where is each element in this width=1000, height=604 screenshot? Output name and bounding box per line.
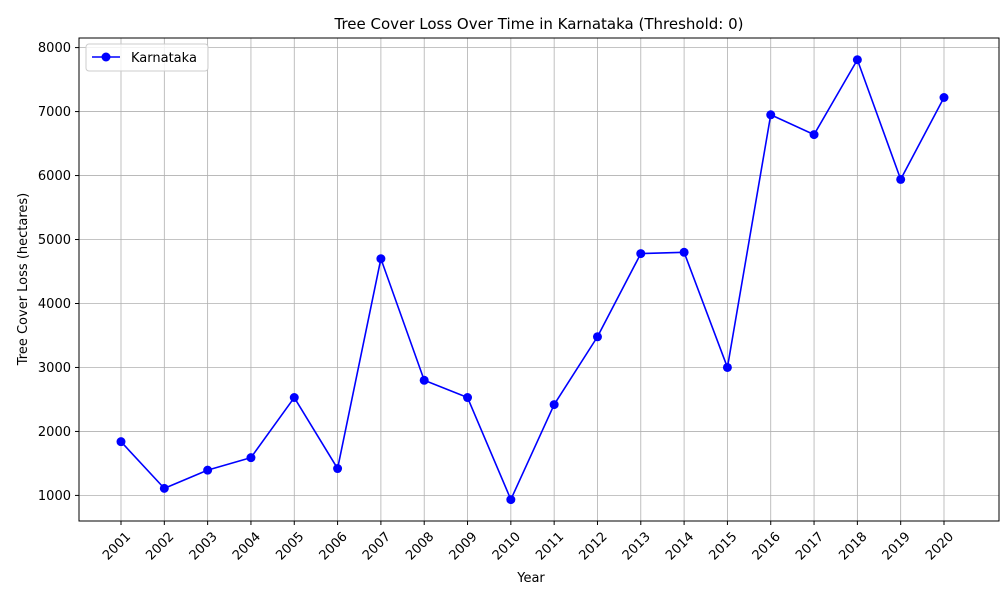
x-tick-label: 2019 (880, 529, 914, 563)
x-tick-label: 2012 (577, 529, 611, 563)
data-point (549, 400, 559, 410)
x-tick-label: 2001 (100, 529, 134, 563)
legend-marker-swatch (101, 52, 111, 62)
data-point (419, 375, 429, 385)
x-tick-label: 2013 (620, 529, 654, 563)
data-point (289, 393, 299, 403)
data-point (463, 393, 473, 403)
chart-title: Tree Cover Loss Over Time in Karnataka (… (334, 15, 744, 33)
data-point (159, 483, 169, 493)
data-point (939, 92, 949, 102)
x-tick-label: 2004 (230, 529, 264, 563)
legend-series-label: Karnataka (131, 51, 197, 66)
x-axis-ticks: 2001 2002 2003 2004 2005 2006 2007 2008 2009 2010… (100, 521, 957, 563)
x-tick-label: 2003 (187, 529, 221, 563)
x-tick-label: 2017 (793, 529, 827, 563)
x-tick-label: 2006 (317, 529, 351, 563)
x-tick-label: 2020 (923, 529, 957, 563)
x-tick-label: 2005 (273, 529, 307, 563)
data-series (116, 55, 949, 505)
data-point (809, 130, 819, 140)
y-tick-label: 7000 (38, 105, 71, 120)
data-point (679, 247, 689, 257)
y-tick-label: 6000 (38, 169, 71, 184)
x-tick-label: 2011 (533, 529, 567, 563)
x-tick-label: 2009 (447, 529, 481, 563)
y-tick-label: 8000 (38, 41, 71, 56)
y-tick-label: 5000 (38, 233, 71, 248)
data-point (246, 453, 256, 463)
grid-lines (79, 38, 999, 521)
x-tick-label: 2007 (360, 529, 394, 563)
y-axis-ticks: 1000 2000 3000 4000 5000 6000 7000 8000 (38, 41, 79, 504)
plot-area-frame (78, 37, 1000, 522)
data-point (203, 465, 213, 475)
data-point (852, 55, 862, 65)
data-point (506, 495, 516, 505)
legend-box (85, 43, 209, 72)
x-tick-label: 2016 (750, 529, 784, 563)
data-point (592, 332, 602, 342)
data-point (766, 110, 776, 120)
data-point (116, 437, 126, 447)
y-axis-label: Tree Cover Loss (hectares) (16, 193, 31, 367)
x-tick-label: 2015 (706, 529, 740, 563)
y-tick-label: 4000 (38, 297, 71, 312)
y-tick-label: 1000 (38, 489, 71, 504)
data-point (896, 174, 906, 184)
data-point (376, 254, 386, 264)
data-point (636, 249, 646, 259)
y-tick-label: 3000 (38, 361, 71, 376)
x-tick-label: 2010 (490, 529, 524, 563)
x-tick-label: 2014 (663, 529, 697, 563)
series-line (120, 58, 945, 501)
x-axis-label: Year (516, 571, 545, 586)
x-tick-label: 2008 (403, 529, 437, 563)
data-point (333, 464, 343, 474)
x-tick-label: 2002 (143, 529, 177, 563)
data-point (722, 362, 732, 372)
legend: Karnataka (85, 43, 209, 72)
y-tick-label: 2000 (38, 425, 71, 440)
x-tick-label: 2018 (836, 529, 870, 563)
